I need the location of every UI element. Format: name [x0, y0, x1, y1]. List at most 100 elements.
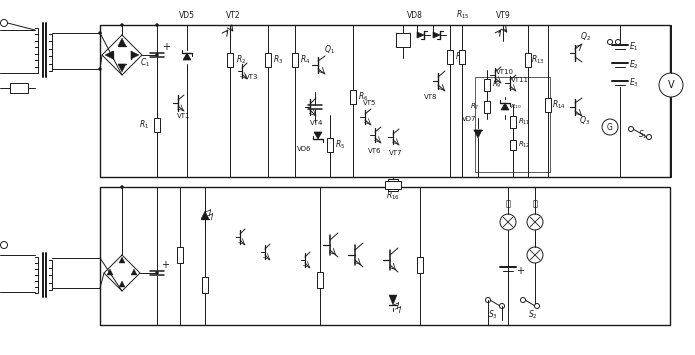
Text: VT10: VT10 — [496, 69, 514, 75]
Text: $R_{14}$: $R_{14}$ — [552, 99, 566, 111]
Bar — [327, 138, 333, 152]
Polygon shape — [131, 51, 139, 59]
Text: 红: 红 — [532, 200, 537, 208]
Circle shape — [120, 186, 124, 189]
Text: VD5: VD5 — [179, 11, 195, 20]
Circle shape — [616, 39, 621, 44]
Polygon shape — [131, 269, 137, 275]
Text: VT6: VT6 — [368, 148, 382, 154]
Text: VT3: VT3 — [245, 74, 259, 80]
Bar — [385, 181, 401, 189]
Circle shape — [156, 272, 158, 274]
Text: $S_1$: $S_1$ — [638, 129, 648, 141]
Polygon shape — [119, 281, 125, 287]
Bar — [510, 140, 516, 150]
Bar — [396, 33, 410, 47]
Polygon shape — [105, 51, 113, 59]
Text: $R_{12}$: $R_{12}$ — [518, 140, 530, 150]
Text: $E_3$: $E_3$ — [629, 77, 639, 89]
Text: $R_3$: $R_3$ — [273, 54, 283, 66]
Text: $R_{10}$: $R_{10}$ — [510, 103, 522, 111]
Polygon shape — [417, 32, 424, 38]
Text: V: V — [668, 80, 674, 90]
Bar — [317, 272, 323, 288]
Text: $R_7$: $R_7$ — [471, 102, 480, 112]
Text: $R_{13}$: $R_{13}$ — [531, 54, 545, 66]
Bar — [100, 187, 670, 325]
Bar — [350, 90, 356, 104]
Bar — [525, 53, 531, 67]
Polygon shape — [119, 257, 125, 263]
Circle shape — [602, 119, 618, 135]
Text: VT5: VT5 — [363, 100, 377, 106]
Text: $R_{11}$: $R_{11}$ — [518, 117, 530, 127]
Bar — [202, 277, 208, 293]
Text: VD6: VD6 — [297, 146, 311, 152]
Polygon shape — [389, 295, 397, 305]
Polygon shape — [107, 269, 113, 275]
Polygon shape — [118, 38, 126, 46]
Text: VD8: VD8 — [407, 11, 423, 20]
Circle shape — [156, 23, 158, 27]
Circle shape — [500, 214, 516, 230]
Text: $Q_2$: $Q_2$ — [580, 31, 591, 43]
Text: VT4: VT4 — [310, 120, 324, 126]
Circle shape — [486, 297, 491, 302]
Polygon shape — [183, 53, 191, 60]
Bar — [154, 118, 160, 132]
Polygon shape — [474, 130, 482, 138]
Circle shape — [628, 126, 634, 131]
Text: VT9: VT9 — [496, 11, 510, 20]
Text: $R_2$: $R_2$ — [236, 54, 246, 66]
Polygon shape — [118, 64, 126, 72]
Circle shape — [120, 23, 124, 27]
Text: $R_1$: $R_1$ — [139, 119, 149, 131]
Text: $S_2$: $S_2$ — [528, 309, 538, 321]
Text: VT1: VT1 — [177, 113, 190, 119]
Circle shape — [99, 32, 101, 34]
Circle shape — [1, 20, 8, 27]
Text: VD7: VD7 — [461, 116, 476, 122]
Bar — [475, 77, 550, 172]
Text: $E_1$: $E_1$ — [629, 41, 639, 53]
Bar — [227, 53, 233, 67]
Polygon shape — [433, 32, 440, 38]
Circle shape — [527, 247, 543, 263]
Polygon shape — [201, 211, 209, 219]
Circle shape — [500, 304, 505, 308]
Bar — [292, 53, 298, 67]
Text: 绿: 绿 — [505, 200, 511, 208]
Circle shape — [99, 67, 101, 71]
Text: +: + — [161, 260, 169, 270]
Text: VT11: VT11 — [511, 77, 529, 83]
Polygon shape — [314, 132, 322, 139]
Bar — [510, 116, 516, 128]
Circle shape — [156, 54, 158, 56]
Circle shape — [1, 241, 8, 248]
Text: $R_6$: $R_6$ — [358, 91, 368, 103]
Circle shape — [646, 135, 651, 140]
Text: $C_1$: $C_1$ — [140, 57, 150, 69]
Bar — [388, 179, 398, 191]
Text: $R_8$: $R_8$ — [455, 51, 465, 63]
Circle shape — [527, 214, 543, 230]
Bar — [10, 83, 28, 93]
Circle shape — [521, 297, 525, 302]
Circle shape — [607, 39, 612, 44]
Text: G: G — [607, 122, 613, 131]
Text: VT8: VT8 — [424, 94, 438, 100]
Text: $Q_1$: $Q_1$ — [324, 44, 334, 56]
Text: $Q_3$: $Q_3$ — [580, 115, 591, 127]
Bar — [459, 50, 465, 64]
Text: +: + — [162, 42, 170, 52]
Circle shape — [659, 73, 683, 97]
Text: +: + — [516, 266, 524, 276]
Bar — [177, 247, 183, 263]
Text: $R_4$: $R_4$ — [300, 54, 310, 66]
Bar — [484, 79, 490, 91]
Bar — [100, 25, 670, 177]
Text: $R_{16}$: $R_{16}$ — [386, 190, 400, 202]
Bar — [545, 98, 551, 112]
Circle shape — [534, 304, 539, 308]
Text: $R_5$: $R_5$ — [335, 139, 345, 151]
